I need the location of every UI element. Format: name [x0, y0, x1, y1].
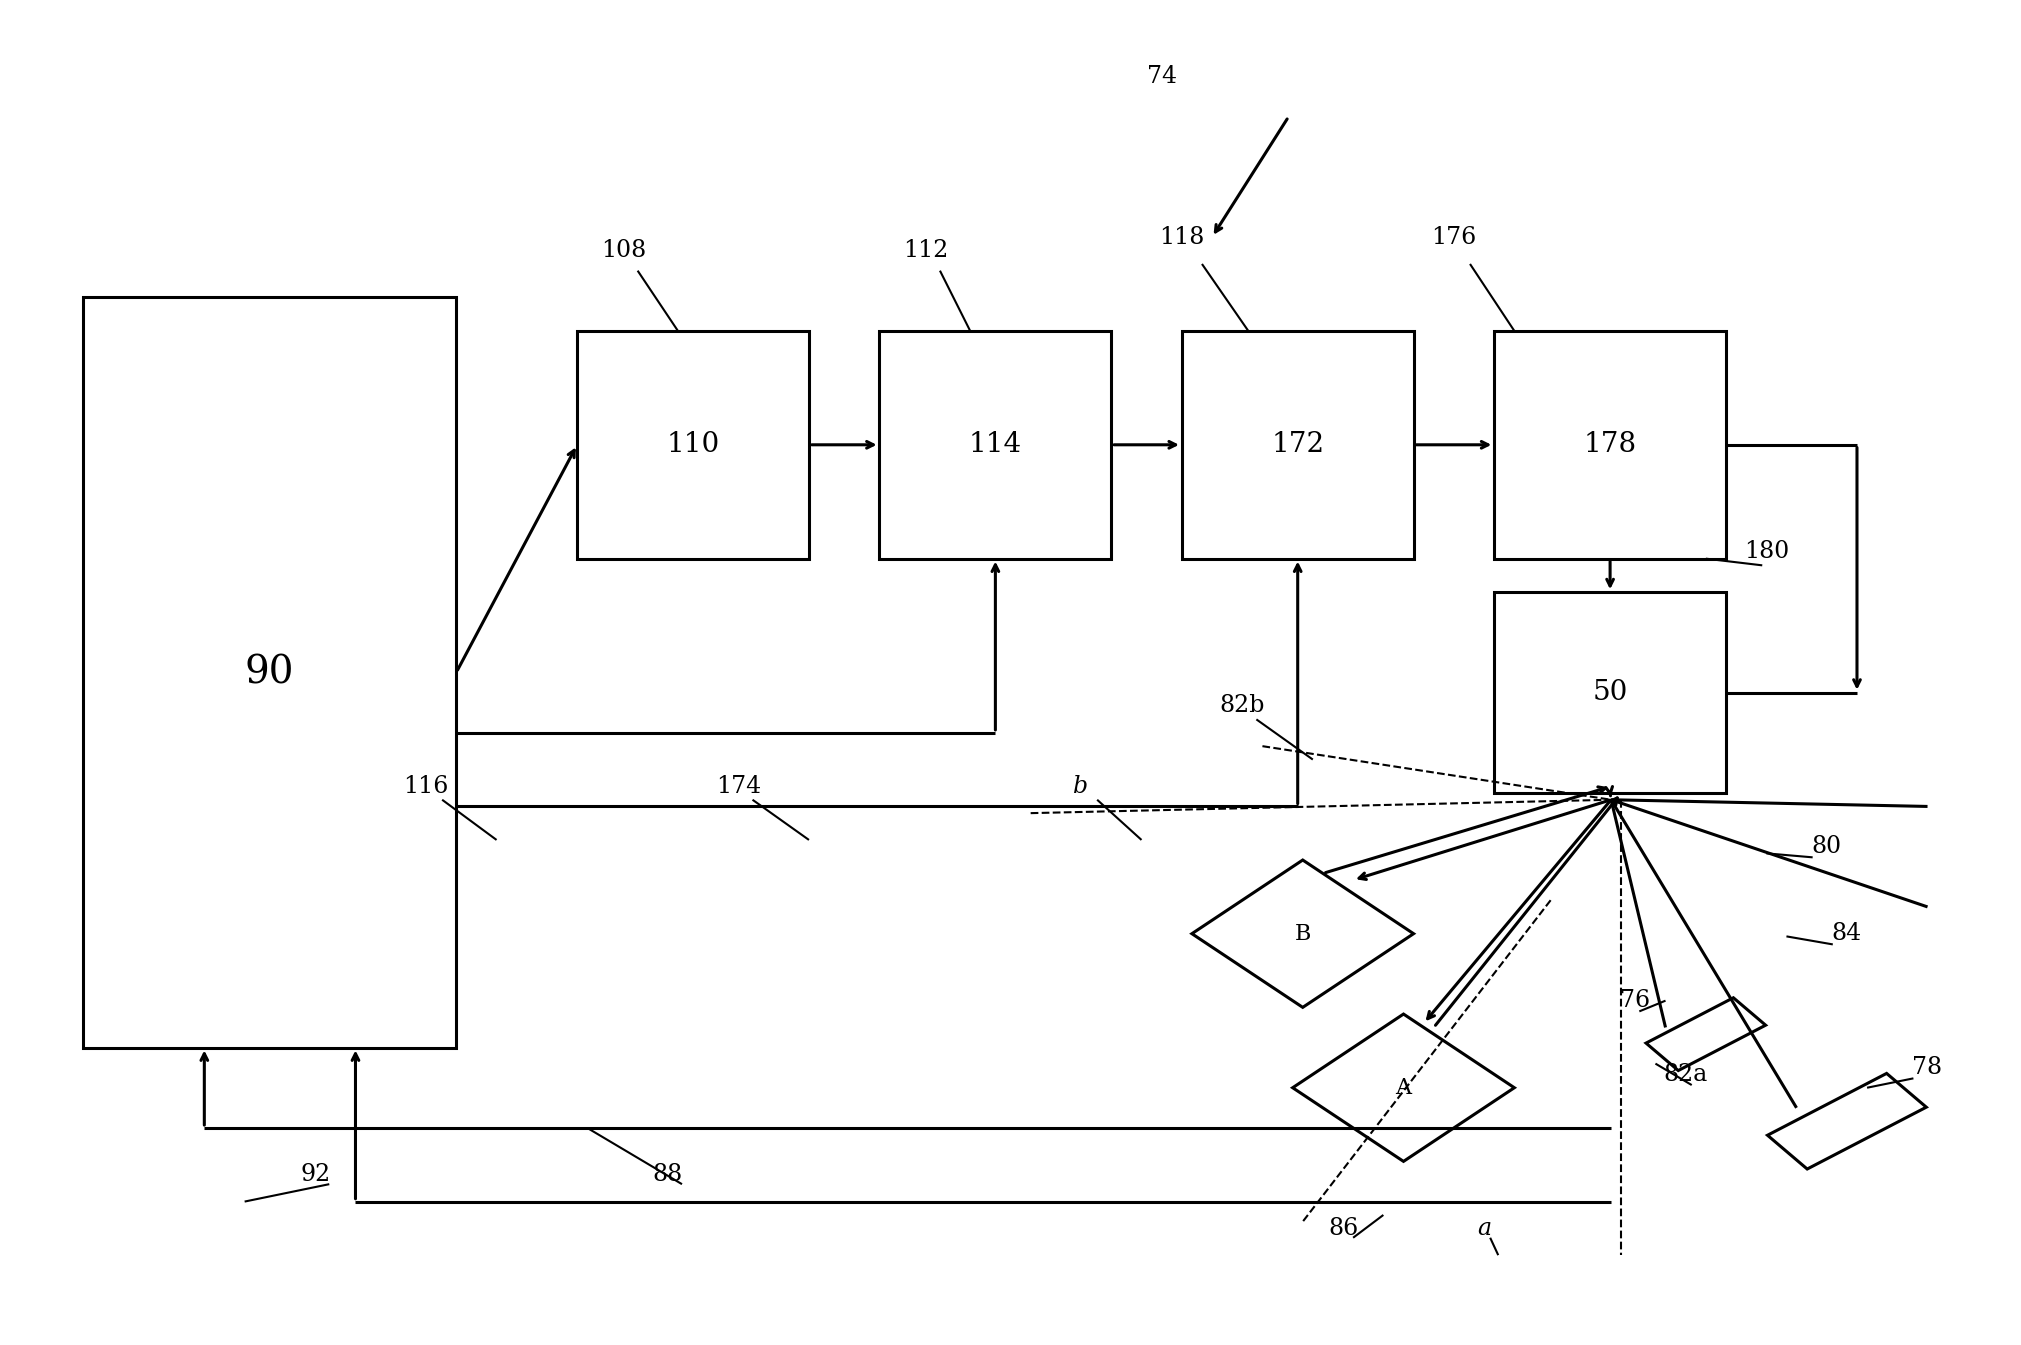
Text: b: b	[1073, 775, 1089, 798]
Bar	[83, 297, 457, 1048]
Text: 108: 108	[600, 239, 647, 262]
Text: 178: 178	[1584, 432, 1637, 459]
Text: 78: 78	[1912, 1056, 1942, 1079]
Bar	[1182, 331, 1413, 558]
Text: 82b: 82b	[1219, 694, 1265, 717]
Text: 114: 114	[968, 432, 1023, 459]
Bar	[1494, 331, 1726, 558]
Text: 88: 88	[653, 1163, 683, 1186]
Text: B: B	[1295, 923, 1312, 944]
Text: 82a: 82a	[1663, 1063, 1708, 1085]
Text: 90: 90	[245, 654, 293, 691]
Text: 50: 50	[1593, 679, 1627, 706]
Text: 112: 112	[903, 239, 948, 262]
Text: 172: 172	[1271, 432, 1324, 459]
Text: a: a	[1477, 1217, 1491, 1240]
Bar	[1494, 592, 1726, 794]
Text: 110: 110	[667, 432, 719, 459]
Bar	[879, 331, 1112, 558]
Text: 86: 86	[1328, 1217, 1358, 1240]
Text: 84: 84	[1831, 923, 1861, 946]
Text: 76: 76	[1621, 989, 1651, 1013]
Text: 92: 92	[299, 1163, 329, 1186]
Bar	[578, 331, 808, 558]
Text: 74: 74	[1146, 65, 1176, 87]
Text: 174: 174	[715, 775, 762, 798]
Text: 116: 116	[404, 775, 449, 798]
Text: 118: 118	[1160, 226, 1205, 249]
Text: A: A	[1397, 1077, 1411, 1099]
Text: 80: 80	[1811, 835, 1841, 858]
Text: 176: 176	[1431, 226, 1477, 249]
Text: 180: 180	[1744, 541, 1789, 564]
